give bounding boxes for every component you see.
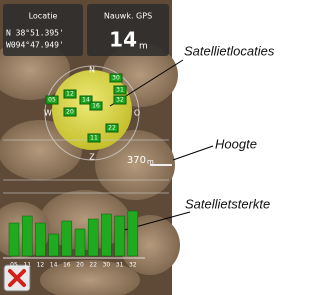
signal-bar [101,214,111,256]
satellite-id: 22 [108,125,116,132]
callout-line [173,146,213,160]
satellite-id: 31 [116,87,124,94]
satellite-id: 32 [116,97,124,104]
signal-satellite-id: 16 [63,262,71,269]
signal-satellite-id: 11 [23,262,31,269]
satellite-id: 05 [48,97,56,104]
signal-bar [22,216,32,256]
signal-bar [75,229,85,256]
satellite-id: 30 [112,75,120,82]
compass-west: W [44,109,52,118]
accuracy-value: 14 [109,28,137,52]
altitude-unit: m [147,158,154,166]
accuracy-label: Nauwk. GPS [104,12,152,21]
signal-satellite-id: 20 [76,262,84,269]
satellite-id: 16 [92,103,100,110]
callout-satellite-locations: Satellietlocaties [184,43,275,58]
altitude-value: 370 [127,155,146,166]
signal-satellite-id: 22 [89,262,97,269]
signal-satellite-id: 30 [103,262,111,269]
accuracy-unit: m [139,42,148,52]
satellite-id: 14 [82,97,90,104]
callout-satellite-strength: Satellietsterkte [185,196,270,211]
signal-bar [115,216,125,256]
callout-altitude: Hoogte [215,136,257,151]
location-label: Locatie [29,12,58,21]
page: {"header": {"location_label": "Locatie",… [0,0,310,295]
compass-north: N [89,66,95,75]
satellite-id: 12 [66,91,74,98]
signal-satellite-id: 32 [129,262,137,269]
signal-bar [49,234,59,256]
satellite-id: 11 [90,135,98,142]
signal-satellite-id: 14 [50,262,58,269]
compass-south: Z [89,153,95,162]
signal-satellite-id: 05 [10,262,18,269]
signal-satellite-id: 12 [37,262,45,269]
longitude: W094°47.949' [6,41,64,50]
signal-bar [88,219,98,256]
latitude: N 38°51.395' [6,29,64,38]
signal-bar [62,221,72,256]
satellite-id: 20 [66,109,74,116]
screen: Locatie Nauwk. GPS N 38°51.395' W094°47.… [0,0,310,295]
signal-bar [9,223,19,256]
signal-bar [35,223,45,256]
signal-bar [128,211,138,256]
compass-east: O [134,109,140,118]
signal-satellite-id: 31 [116,262,124,269]
